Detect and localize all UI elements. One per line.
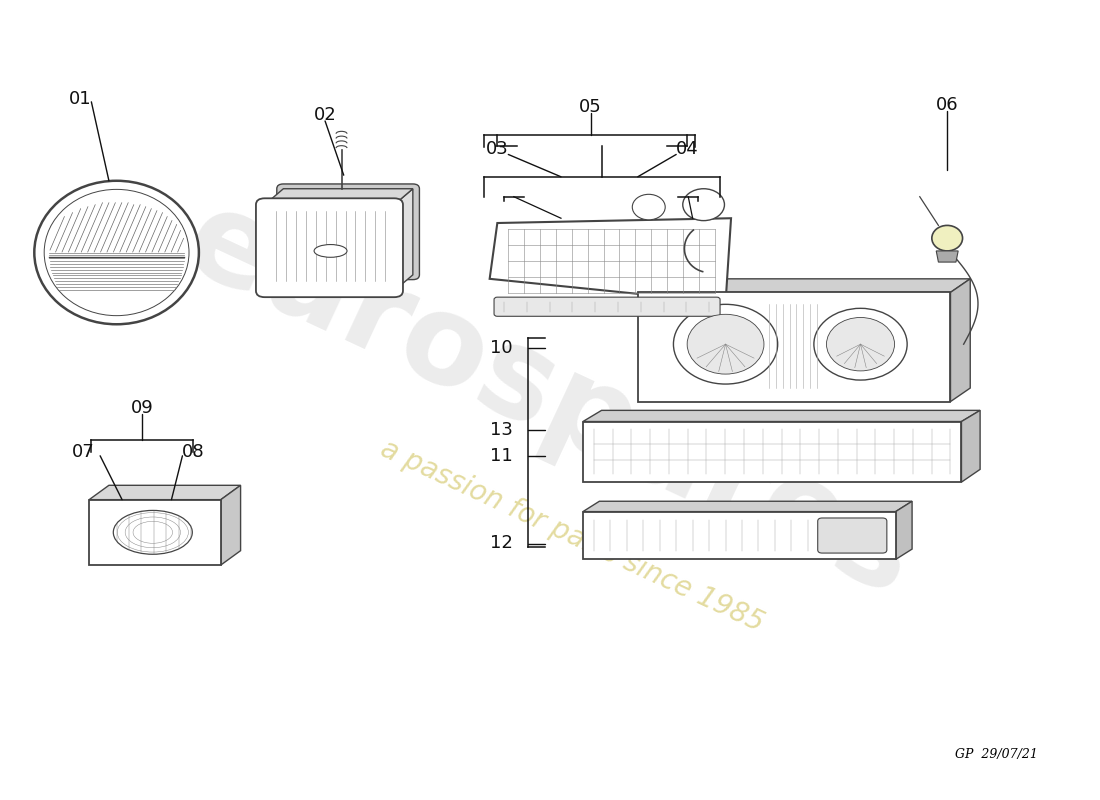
Ellipse shape (34, 181, 199, 324)
Polygon shape (265, 189, 412, 205)
Text: GP  29/07/21: GP 29/07/21 (956, 748, 1038, 762)
Text: eurospares: eurospares (166, 178, 934, 622)
Text: a passion for parts since 1985: a passion for parts since 1985 (376, 434, 768, 637)
Polygon shape (583, 512, 895, 559)
Polygon shape (936, 251, 958, 262)
Text: 01: 01 (69, 90, 91, 108)
Ellipse shape (688, 314, 764, 374)
Text: 11: 11 (491, 447, 513, 465)
Polygon shape (89, 500, 221, 565)
Text: 05: 05 (580, 98, 602, 116)
Text: 04: 04 (675, 140, 698, 158)
Polygon shape (583, 422, 961, 482)
Polygon shape (950, 279, 970, 402)
Text: 02: 02 (314, 106, 337, 123)
Ellipse shape (826, 318, 894, 371)
FancyBboxPatch shape (256, 198, 403, 297)
FancyBboxPatch shape (277, 184, 419, 280)
Polygon shape (583, 410, 980, 422)
Polygon shape (221, 486, 241, 565)
Ellipse shape (44, 190, 189, 316)
Polygon shape (583, 502, 912, 512)
Polygon shape (638, 292, 950, 402)
Polygon shape (895, 502, 912, 559)
Polygon shape (961, 410, 980, 482)
FancyBboxPatch shape (817, 518, 887, 553)
Polygon shape (490, 218, 732, 302)
Text: 09: 09 (131, 399, 153, 417)
Polygon shape (394, 189, 412, 290)
Ellipse shape (113, 510, 192, 554)
Ellipse shape (932, 226, 962, 251)
Ellipse shape (315, 245, 346, 258)
Text: 07: 07 (73, 443, 95, 461)
Text: 13: 13 (491, 422, 514, 439)
Polygon shape (638, 279, 970, 292)
Text: 03: 03 (486, 140, 508, 158)
Text: 12: 12 (491, 534, 514, 553)
Text: 06: 06 (936, 96, 958, 114)
Ellipse shape (683, 189, 725, 221)
Ellipse shape (632, 194, 666, 220)
Ellipse shape (673, 304, 778, 384)
Polygon shape (89, 486, 241, 500)
Text: 08: 08 (183, 443, 205, 461)
Ellipse shape (814, 308, 908, 380)
Text: 10: 10 (491, 339, 513, 357)
FancyBboxPatch shape (494, 297, 720, 316)
